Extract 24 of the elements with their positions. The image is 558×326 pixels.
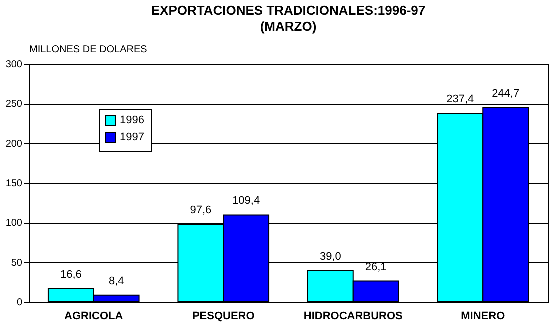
data-label: 39,0 (320, 251, 342, 264)
data-label: 16,6 (60, 268, 82, 281)
x-tick-label: PESQUERO (192, 310, 256, 322)
data-label: 26,1 (365, 261, 387, 274)
y-axis-title: MILLONES DE DOLARES (30, 44, 148, 56)
y-tick-label: 100 (6, 218, 23, 230)
data-label: 244,7 (492, 88, 520, 100)
data-label: 109,4 (232, 195, 260, 208)
data-label: 97,6 (190, 204, 212, 217)
y-tick-label: 200 (6, 138, 23, 150)
x-tick-label: AGRICOLA (64, 310, 124, 322)
legend-label: 1997 (120, 132, 144, 144)
y-tick-label: 250 (6, 99, 23, 110)
data-label: 8,4 (108, 275, 124, 288)
x-tick-label: MINERO (461, 310, 506, 322)
data-label: 237,4 (446, 94, 474, 106)
y-tick-label: 50 (11, 258, 23, 269)
legend-label: 1996 (120, 114, 144, 126)
chart-subtitle: (MARZO) (260, 19, 317, 34)
chart-title: EXPORTACIONES TRADICIONALES:1996-97 (151, 3, 426, 18)
y-tick-label: 150 (6, 178, 23, 190)
x-tick-label: HIDROCARBUROS (304, 310, 403, 322)
y-tick-label: 0 (16, 298, 23, 308)
y-tick-label: 300 (6, 60, 23, 70)
